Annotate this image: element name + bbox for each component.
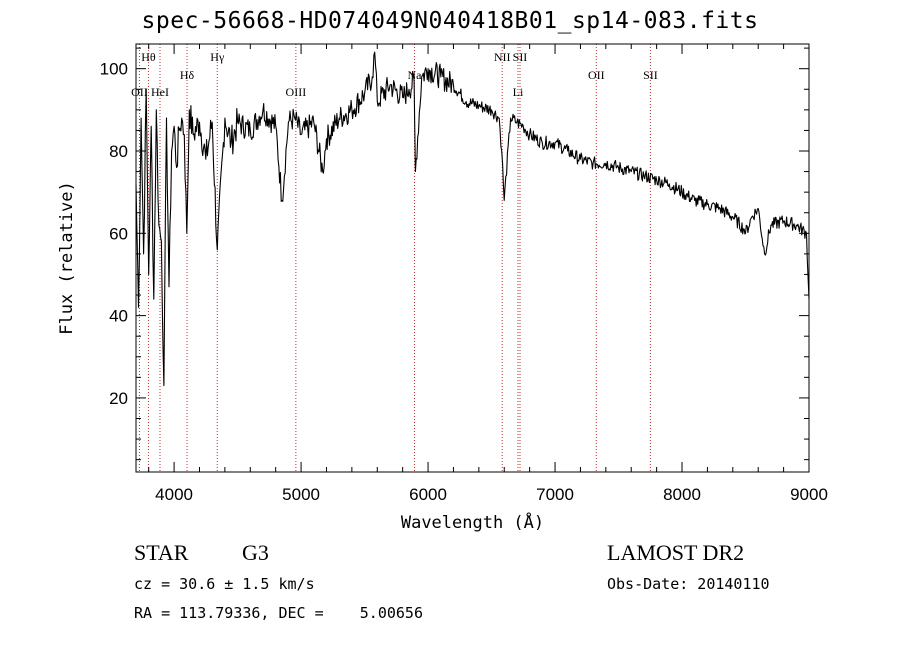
object-type: STAR: [134, 540, 189, 565]
x-axis-label: Wavelength (Å): [401, 511, 544, 533]
y-tick-label: 80: [109, 142, 128, 161]
line-marker-label: NII: [494, 50, 511, 64]
line-marker-label: Hθ: [141, 50, 156, 64]
spectrum-line: [135, 51, 810, 387]
line-marker-label: SII: [643, 68, 658, 82]
y-tick-label: 60: [109, 224, 128, 243]
x-tick-label: 5000: [282, 485, 320, 504]
y-tick-label: 20: [109, 389, 128, 408]
x-tick-label: 8000: [663, 485, 701, 504]
line-markers: OII Hθ HeI Hδ Hγ OIII Na NII Li SII OII SII: [131, 44, 658, 472]
observation-date: Obs-Date: 20140110: [607, 575, 770, 593]
x-tick-label: 7000: [536, 485, 574, 504]
axis-ticks: 4000 5000 6000 7000 8000 9000 20 40 60 80 100: [100, 44, 828, 504]
plot-frame: [135, 43, 810, 473]
line-marker-label: SII: [513, 50, 528, 64]
series-group: [135, 51, 810, 387]
line-marker-label: HeI: [151, 85, 169, 99]
line-marker-label: Li: [513, 85, 524, 99]
y-tick-label: 100: [100, 60, 128, 79]
line-marker-label: Hγ: [210, 50, 225, 64]
y-tick-label: 40: [109, 307, 128, 326]
x-tick-label: 4000: [155, 485, 193, 504]
spectral-class: G3: [242, 540, 269, 565]
line-marker-label: OII: [131, 85, 148, 99]
x-tick-label: 6000: [409, 485, 447, 504]
coordinates: RA = 113.79336, DEC = 5.00656: [134, 604, 423, 622]
chart-title: spec-56668-HD074049N040418B01_sp14-083.f…: [141, 8, 759, 34]
x-tick-label: 9000: [790, 485, 828, 504]
redshift-velocity: cz = 30.6 ± 1.5 km/s: [134, 575, 315, 593]
line-marker-label: OIII: [286, 85, 307, 99]
y-axis-label: Flux (relative): [57, 181, 77, 335]
survey-name: LAMOST DR2: [607, 540, 745, 565]
line-marker-label: OII: [588, 68, 605, 82]
line-marker-label: Hδ: [180, 68, 195, 82]
line-marker-label: Na: [407, 68, 422, 82]
